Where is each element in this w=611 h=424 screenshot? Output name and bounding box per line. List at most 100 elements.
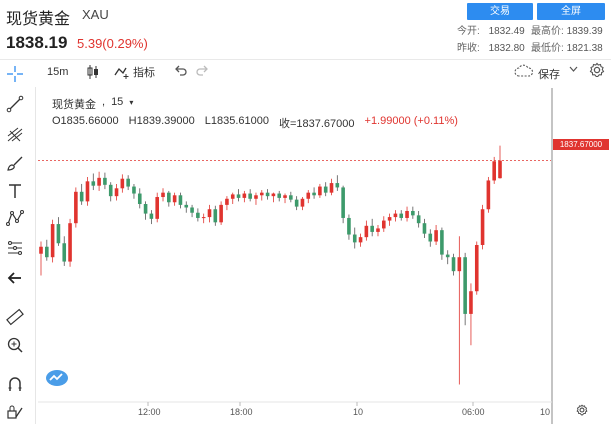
candle-body [126, 178, 130, 187]
stat-high: 最高价: 1839.39 [531, 26, 603, 37]
candle-body [283, 195, 287, 198]
chart-toolbar: 15m 指标 保存 [38, 60, 611, 87]
candle-body [399, 213, 404, 218]
lock-pencil-icon[interactable] [4, 400, 26, 422]
pattern-icon[interactable] [4, 207, 26, 229]
candle-body [108, 184, 113, 197]
candle-body [167, 192, 171, 203]
candle-body [225, 198, 229, 205]
candle-body [103, 177, 107, 185]
drawing-toolbar [0, 60, 30, 424]
candle-body [219, 204, 223, 223]
candle-body [155, 197, 160, 219]
last-price: 1838.19 [6, 33, 68, 52]
indicators-label: 指标 [133, 67, 155, 79]
candle-body [352, 234, 357, 243]
candle-body [289, 195, 293, 200]
zoom-in-icon[interactable] [4, 334, 26, 356]
candle-body [259, 192, 264, 196]
candle-body [318, 186, 322, 196]
time-label: 18:00 [230, 407, 253, 417]
save-label: 保存 [538, 69, 560, 81]
candle-body [114, 188, 119, 197]
cloud-icon[interactable] [514, 64, 534, 78]
candle-body [120, 178, 125, 189]
candle-body [416, 215, 421, 224]
candle-body [230, 194, 235, 199]
candle-body [39, 246, 43, 254]
price-change: 5.39(0.29%) [77, 36, 148, 51]
candle-body [74, 191, 78, 224]
candle-body [329, 183, 334, 193]
redo-icon[interactable] [196, 65, 209, 77]
trend-line-icon[interactable] [4, 93, 26, 115]
text-icon[interactable] [4, 180, 26, 202]
candle-body [277, 193, 282, 198]
indicator-icon [114, 67, 129, 79]
candle-body [161, 192, 165, 198]
candle-body [190, 207, 194, 213]
candle-body [201, 217, 206, 219]
candle-body [434, 230, 438, 242]
candle-body [56, 224, 61, 244]
interval-select[interactable]: 15m [47, 66, 69, 78]
instrument-name: 现货黄金 [6, 11, 71, 28]
ruler-icon[interactable] [4, 306, 26, 328]
candle-body [242, 193, 247, 198]
back-arrow-icon[interactable] [4, 267, 26, 289]
indicators-button[interactable]: 指标 [114, 64, 155, 80]
candle-body [335, 183, 340, 188]
candle-body [68, 223, 72, 262]
candle-body [457, 257, 462, 272]
fib-icon[interactable] [4, 237, 26, 259]
candle-body [137, 193, 142, 205]
candle-body [486, 180, 491, 210]
legend-interval: 15 [111, 96, 124, 108]
candle-body [254, 195, 258, 199]
candle-body [393, 213, 398, 218]
crosshair-icon[interactable] [4, 63, 26, 85]
current-price-tag: 1837.67000 [553, 139, 609, 150]
candle-body [265, 192, 270, 197]
pitchfork-icon[interactable] [4, 123, 26, 145]
legend-low: L1835.61000 [204, 115, 269, 127]
trade-button[interactable]: 交易 [467, 3, 533, 20]
candle-body [45, 246, 49, 258]
candle-body [172, 195, 177, 203]
candle-body [428, 233, 433, 242]
candle-body [91, 181, 96, 186]
settings-gear-icon[interactable] [589, 62, 605, 78]
legend-close: 收=1837.67000 [278, 118, 355, 130]
candle-type-icon[interactable] [86, 64, 100, 80]
fullscreen-button[interactable]: 全屏 [537, 3, 605, 20]
candle-body [370, 225, 374, 232]
candle-body [347, 217, 351, 235]
chevron-down-icon[interactable]: ▾ [129, 98, 134, 107]
time-label: 06:00 [462, 407, 485, 417]
candle-body [300, 198, 305, 207]
candle-body [498, 160, 502, 179]
time-label: 10 [353, 407, 364, 417]
candle-body [474, 245, 479, 292]
stat-prevclose: 昨收: 1832.80 [457, 43, 525, 54]
magnet-icon[interactable] [4, 373, 26, 395]
candle-body [469, 291, 473, 314]
candle-body [492, 161, 496, 181]
candle-body [411, 210, 415, 216]
legend-sep: , [102, 96, 106, 108]
candle-body [364, 225, 369, 238]
candle-body [405, 210, 409, 218]
candle-body [306, 192, 311, 199]
candle-body [143, 204, 148, 214]
undo-icon[interactable] [174, 65, 187, 77]
stat-low: 最低价: 1821.38 [531, 43, 603, 54]
chevron-down-icon[interactable] [569, 65, 578, 73]
candle-body [79, 191, 84, 202]
legend-delta: +1.99000 (+0.11%) [364, 115, 458, 127]
tradingview-logo-icon [45, 367, 69, 387]
brush-icon[interactable] [4, 152, 26, 174]
candle-body [62, 243, 67, 262]
candle-body [381, 220, 386, 229]
candle-body [85, 181, 90, 202]
save-button[interactable]: 保存 [538, 66, 560, 82]
